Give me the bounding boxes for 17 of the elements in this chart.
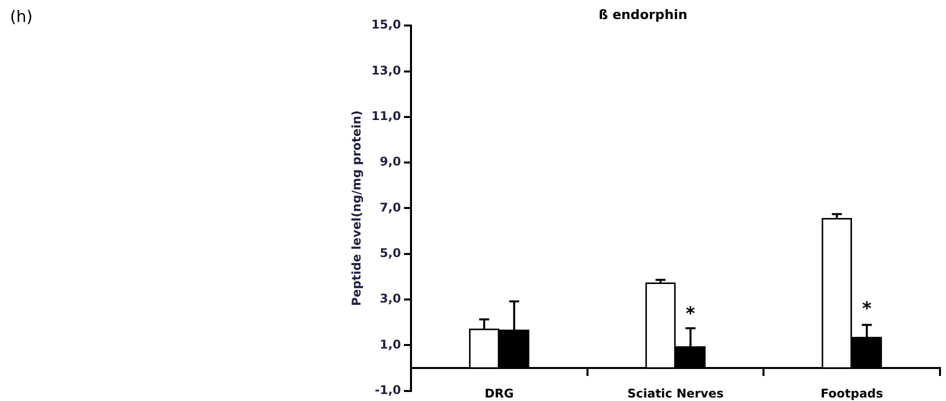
y-tick-label: 3,0 bbox=[380, 292, 402, 306]
x-tick-label: DRG bbox=[484, 386, 514, 400]
y-tick-label: 5,0 bbox=[380, 246, 402, 260]
x-tick-label: Footpads bbox=[820, 386, 884, 400]
y-tick-label: -1,0 bbox=[374, 382, 402, 397]
chart-title: ß endorphin bbox=[598, 8, 688, 24]
y-axis-title: Peptide level(ng/mg protein) bbox=[349, 110, 364, 306]
annotation: * bbox=[686, 303, 696, 324]
y-tick-label: 13,0 bbox=[371, 63, 402, 78]
y-tick-label: 11,0 bbox=[371, 109, 402, 124]
y-tick-label: 15,0 bbox=[371, 18, 402, 32]
y-tick-label: 9,0 bbox=[380, 154, 402, 169]
x-tick-label: Sciatic Nerves bbox=[627, 386, 724, 400]
y-tick-label: 1,0 bbox=[380, 337, 402, 352]
text: (h) bbox=[10, 7, 33, 26]
y-tick-label: 7,0 bbox=[380, 200, 402, 214]
annotation: * bbox=[862, 298, 872, 320]
